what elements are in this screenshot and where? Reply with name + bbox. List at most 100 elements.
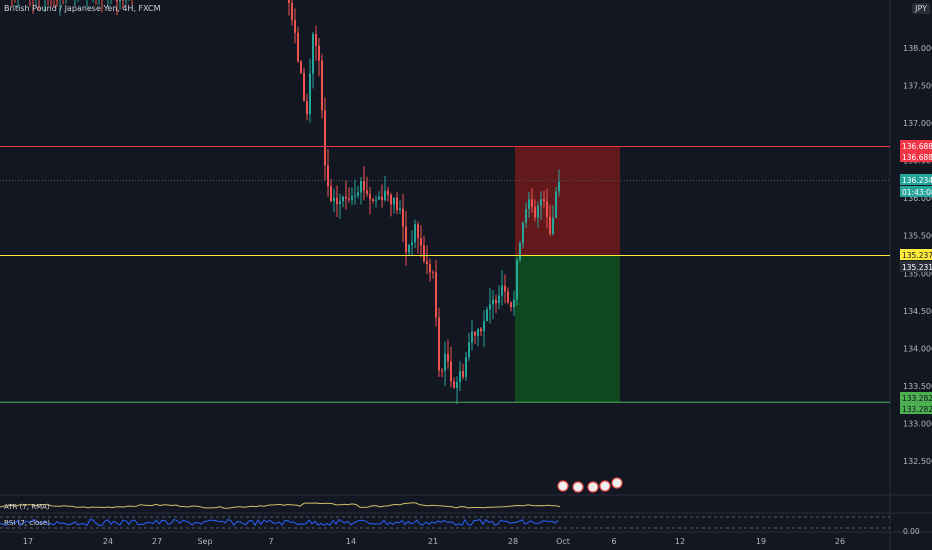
candle-body [372, 199, 374, 201]
candle-body [504, 285, 506, 292]
candle-body [549, 216, 551, 235]
candle-body [477, 328, 479, 336]
y-tick-label: 137.500 [903, 82, 932, 91]
candle-body [555, 191, 557, 219]
event-flag-icon [611, 477, 623, 489]
candle-body [525, 209, 527, 223]
event-flag-icon [557, 480, 569, 492]
candle-body [408, 245, 410, 253]
candle-body [348, 198, 350, 200]
candle-body [411, 242, 413, 246]
currency-badge[interactable]: JPY [912, 3, 930, 14]
candle-body [390, 194, 392, 205]
price-label-text: 133.282 [902, 394, 932, 403]
x-tick-label: 21 [428, 537, 438, 546]
candle-body [438, 317, 440, 371]
candle-body [510, 302, 512, 308]
candle-body [393, 197, 395, 205]
candle-body [399, 208, 401, 211]
x-tick-label: 26 [835, 537, 845, 546]
price-label-box [900, 151, 932, 162]
candle-body [468, 342, 470, 358]
x-tick-label: Oct [556, 537, 570, 546]
price-label-text: 136.688 [902, 153, 932, 162]
rsi-value: 0.00 [903, 527, 920, 536]
candle-body [321, 60, 323, 111]
candle-body [471, 331, 473, 343]
candle-body [309, 73, 311, 115]
x-tick-label: 27 [152, 537, 162, 546]
candle-body [339, 201, 341, 205]
candle-body [531, 199, 533, 207]
candle-body [333, 197, 335, 202]
candle-body [402, 208, 404, 227]
price-label-text: 135.231 [902, 263, 932, 272]
candle-body [318, 45, 320, 61]
candle-body [423, 245, 425, 262]
candle-body [291, 2, 293, 21]
candle-body [381, 196, 383, 201]
candle-body [522, 222, 524, 244]
event-flag-icon [599, 480, 611, 492]
take-profit-zone [515, 255, 620, 403]
price-label-box [900, 392, 932, 403]
candle-body [354, 195, 356, 197]
candle-body [435, 272, 437, 318]
event-flag-icon [572, 481, 584, 493]
y-tick-label: 138.000 [903, 44, 932, 53]
candle-body [384, 190, 386, 201]
candle-body [462, 371, 464, 377]
candle-body [342, 196, 344, 202]
candle-body [450, 361, 452, 382]
rsi-label[interactable]: RSI (7, close) [4, 519, 50, 527]
candle-body [297, 32, 299, 62]
candle-body [294, 20, 296, 33]
candle-body [432, 272, 434, 274]
chart-title: British Pound / Japanese Yen, 4H, FXCM [4, 4, 161, 13]
candle-body [528, 199, 530, 210]
candle-body [420, 238, 422, 246]
candle-body [366, 190, 368, 194]
candle-body [119, 0, 121, 2]
candle-body [453, 381, 455, 388]
price-label-text: 133.282 [902, 405, 932, 414]
candle-body [417, 224, 419, 239]
x-tick-label: 28 [508, 537, 518, 546]
candle-body [444, 353, 446, 371]
candle-body [447, 353, 449, 362]
price-label-box [900, 249, 932, 260]
candle-body [516, 259, 518, 300]
y-tick-label: 132.500 [903, 457, 932, 466]
stop-loss-zone [515, 146, 620, 256]
price-label-box [900, 174, 932, 185]
candle-body [315, 33, 317, 46]
y-tick-label: 135.000 [903, 269, 932, 278]
candle-body [546, 201, 548, 217]
x-tick-label: 12 [675, 537, 685, 546]
candle-body [537, 205, 539, 218]
price-label-box [900, 261, 932, 272]
candle-body [480, 328, 482, 332]
atr-line [0, 502, 561, 509]
price-label-text: 01:43:08 [902, 188, 932, 197]
x-tick-label: 19 [756, 537, 766, 546]
candle-body [369, 193, 371, 200]
price-label-box [900, 186, 932, 197]
y-tick-label: 134.000 [903, 344, 932, 353]
candle-body [336, 197, 338, 205]
price-label-text: 136.688 [902, 142, 932, 151]
candle-body [357, 192, 359, 196]
rsi-line [0, 518, 559, 527]
candle-body [288, 0, 290, 3]
candle-body [324, 110, 326, 166]
candle-body [465, 357, 467, 377]
price-label-text: 136.234 [902, 176, 932, 185]
candle-body [396, 197, 398, 211]
candle-body [303, 72, 305, 102]
candle-body [543, 199, 545, 202]
atr-label[interactable]: ATR (7, RMA) [4, 503, 50, 511]
candle-body [360, 181, 362, 193]
candle-body [363, 181, 365, 191]
candle-body [387, 190, 389, 195]
